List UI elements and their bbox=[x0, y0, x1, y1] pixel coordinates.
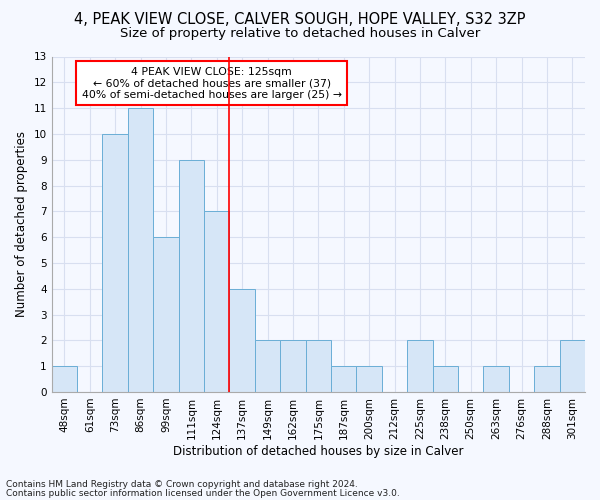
Bar bbox=[103, 134, 128, 392]
Bar bbox=[204, 212, 229, 392]
Text: 4 PEAK VIEW CLOSE: 125sqm
← 60% of detached houses are smaller (37)
40% of semi-: 4 PEAK VIEW CLOSE: 125sqm ← 60% of detac… bbox=[82, 66, 341, 100]
Bar bbox=[229, 288, 255, 392]
Bar bbox=[255, 340, 280, 392]
Bar bbox=[179, 160, 204, 392]
Bar bbox=[484, 366, 509, 392]
Text: Contains HM Land Registry data © Crown copyright and database right 2024.: Contains HM Land Registry data © Crown c… bbox=[6, 480, 358, 489]
Bar bbox=[280, 340, 305, 392]
Bar bbox=[534, 366, 560, 392]
Bar bbox=[128, 108, 153, 392]
Bar bbox=[433, 366, 458, 392]
Bar bbox=[560, 340, 585, 392]
Bar bbox=[305, 340, 331, 392]
Bar bbox=[356, 366, 382, 392]
Text: 4, PEAK VIEW CLOSE, CALVER SOUGH, HOPE VALLEY, S32 3ZP: 4, PEAK VIEW CLOSE, CALVER SOUGH, HOPE V… bbox=[74, 12, 526, 28]
X-axis label: Distribution of detached houses by size in Calver: Distribution of detached houses by size … bbox=[173, 444, 464, 458]
Bar bbox=[153, 237, 179, 392]
Bar bbox=[407, 340, 433, 392]
Bar bbox=[52, 366, 77, 392]
Bar bbox=[331, 366, 356, 392]
Text: Contains public sector information licensed under the Open Government Licence v3: Contains public sector information licen… bbox=[6, 489, 400, 498]
Text: Size of property relative to detached houses in Calver: Size of property relative to detached ho… bbox=[120, 28, 480, 40]
Y-axis label: Number of detached properties: Number of detached properties bbox=[15, 131, 28, 317]
